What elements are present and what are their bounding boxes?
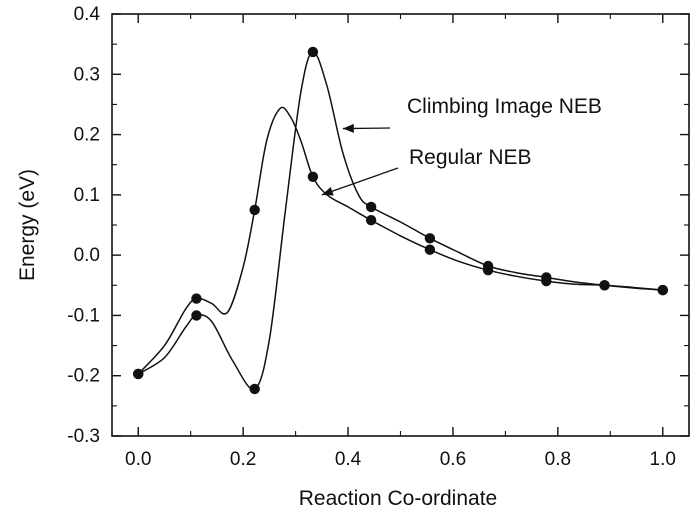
- annotation-regular-neb: Regular NEB: [409, 146, 532, 169]
- data-point-climbing-image-neb: [191, 310, 202, 321]
- annotation-arrow-head: [342, 123, 354, 133]
- data-point-regular-neb: [657, 284, 668, 296]
- x-tick-label: 0.8: [545, 449, 571, 470]
- data-point-climbing-image-neb: [307, 46, 319, 58]
- annotation-climbing-image-neb: Climbing Image NEB: [407, 95, 602, 118]
- y-tick-label: 0.1: [74, 185, 100, 206]
- y-tick-label: -0.2: [67, 366, 100, 387]
- x-tick-label: 0.2: [230, 449, 256, 470]
- y-tick-label: 0.3: [74, 64, 100, 85]
- plot-area: [111, 13, 690, 437]
- x-tick-label: 1.0: [650, 449, 676, 470]
- data-point-climbing-image-neb: [365, 201, 377, 213]
- y-tick-labels: 0.4 0.3 0.2 0.1 0.0 -0.1 -0.2 -0.3: [67, 4, 100, 447]
- data-point-regular-neb: [133, 368, 144, 380]
- series-line-regular-neb: [137, 106, 663, 375]
- annotation-arrow-line: [321, 167, 399, 196]
- y-tick-label: -0.1: [67, 305, 100, 326]
- y-tick-label: 0.2: [74, 125, 100, 146]
- x-tick-labels: 0.0 0.2 0.4 0.6 0.8 1.0: [125, 449, 676, 470]
- data-point-regular-neb: [541, 275, 552, 287]
- y-tick-label: 0.0: [74, 245, 100, 266]
- data-point-climbing-image-neb: [249, 383, 260, 395]
- plot-frame: [111, 13, 690, 437]
- data-point-regular-neb: [482, 265, 494, 276]
- annotation-arrow-head: [321, 186, 334, 196]
- x-axis-title: Reaction Co-ordinate: [299, 487, 497, 510]
- data-point-regular-neb: [365, 214, 377, 226]
- y-tick-label: 0.4: [74, 4, 101, 25]
- data-point-regular-neb: [249, 204, 260, 216]
- y-tick-label: -0.3: [67, 426, 100, 447]
- y-axis-title: Energy (eV): [16, 169, 39, 281]
- data-point-regular-neb: [307, 171, 319, 182]
- x-tick-label: 0.4: [335, 449, 362, 470]
- x-tick-label: 0.0: [125, 449, 151, 470]
- x-tick-label: 0.6: [440, 449, 466, 470]
- data-point-regular-neb: [191, 293, 202, 304]
- data-point-regular-neb: [424, 244, 436, 255]
- data-point-climbing-image-neb: [424, 233, 436, 244]
- data-point-regular-neb: [599, 280, 610, 291]
